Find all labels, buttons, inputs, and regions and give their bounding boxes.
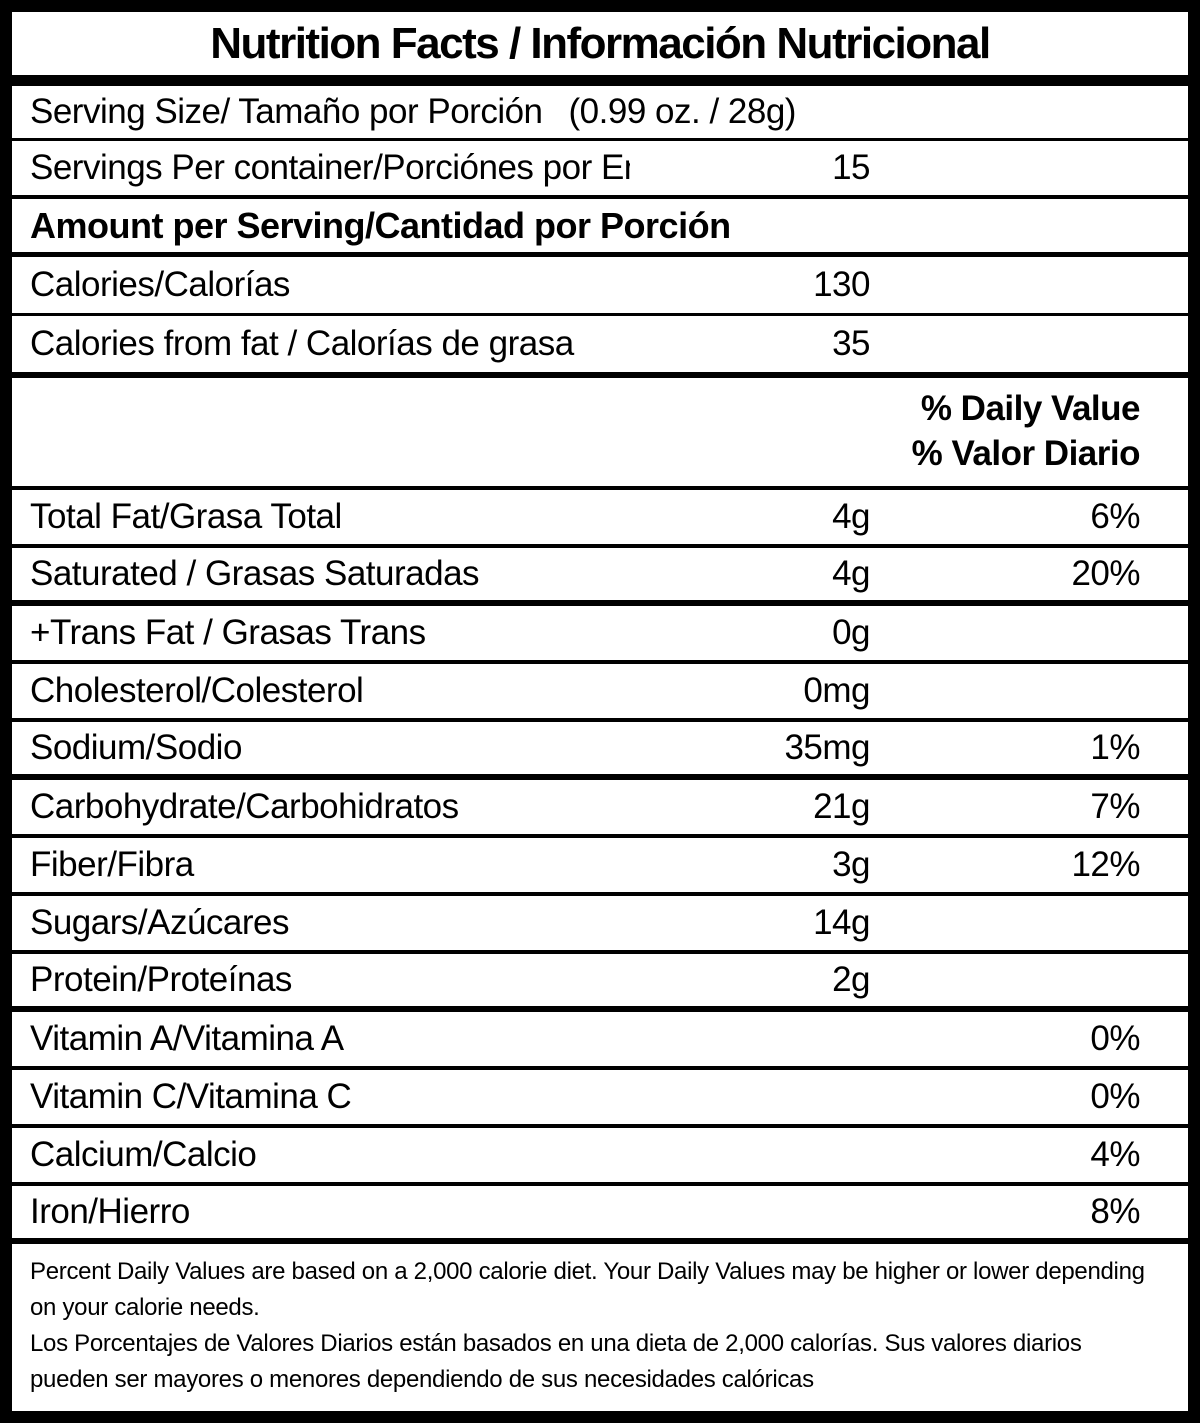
daily-value-header-es: % Valor Diario [911,433,1141,473]
calories-from-fat-value: 35 [832,324,870,363]
label-title: Nutrition Facts / Información Nutriciona… [210,18,991,68]
nutrient-daily-value: 20% [1071,554,1140,593]
nutrient-row-trans-fat: +Trans Fat / Grasas Trans 0g [12,606,1188,664]
servings-per-container-label: Servings Per container/Porciónes por Env… [30,148,630,187]
footnote-section: Percent Daily Values are based on a 2,00… [12,1244,1188,1411]
nutrient-daily-value: 1% [1090,728,1140,767]
calories-value: 130 [813,265,870,304]
nutrient-label: Sodium/Sodio [30,728,242,767]
calories-label: Calories/Calorías [30,265,290,304]
nutrient-label: Iron/Hierro [30,1192,190,1231]
nutrient-row-total-fat: Total Fat/Grasa Total 4g 6% [12,490,1188,548]
nutrient-label: Carbohydrate/Carbohidratos [30,787,459,826]
nutrient-amount: 4g [832,497,870,536]
nutrient-label: Cholesterol/Colesterol [30,671,364,710]
amount-per-serving-heading: Amount per Serving/Cantidad por Porción [12,199,1188,257]
nutrient-label: Sugars/Azúcares [30,903,290,942]
daily-value-header-en: % Daily Value [920,388,1141,428]
nutrient-label: Calcium/Calcio [30,1135,257,1174]
serving-size-row: Serving Size/ Tamaño por Porción (0.99 o… [12,86,1188,141]
nutrient-row-fiber: Fiber/Fibra 3g 12% [12,838,1188,896]
nutrient-label: Saturated / Grasas Saturadas [30,554,480,593]
nutrient-row-vitamin-c: Vitamin C/Vitamina C 0% [12,1070,1188,1128]
nutrient-row-iron: Iron/Hierro 8% [12,1186,1188,1244]
nutrient-label: Fiber/Fibra [30,845,194,884]
nutrient-amount: 4g [832,554,870,593]
calories-row: Calories/Calorías 130 [12,257,1188,316]
nutrient-row-protein: Protein/Proteínas 2g [12,954,1188,1012]
amount-per-serving-heading-text: Amount per Serving/Cantidad por Porción [30,204,731,246]
nutrient-amount: 14g [813,903,870,942]
nutrient-row-saturated-fat: Saturated / Grasas Saturadas 4g 20% [12,548,1188,606]
nutrient-daily-value: 0% [1090,1019,1140,1058]
nutrient-daily-value: 12% [1071,845,1140,884]
title-separator-bar [12,75,1188,86]
nutrient-daily-value: 4% [1090,1135,1140,1174]
nutrient-amount: 2g [832,960,870,999]
nutrient-daily-value: 8% [1090,1192,1140,1231]
serving-size-value: (0.99 oz. / 28g) [568,92,797,131]
nutrient-row-carbohydrate: Carbohydrate/Carbohidratos 21g 7% [12,780,1188,838]
nutrient-label: Vitamin C/Vitamina C [30,1077,352,1116]
servings-per-container-value: 15 [832,148,870,187]
calories-from-fat-label: Calories from fat / Calorías de grasa [30,324,574,363]
nutrient-amount: 0g [832,613,870,652]
nutrient-row-calcium: Calcium/Calcio 4% [12,1128,1188,1186]
footnote-english: Percent Daily Values are based on a 2,00… [30,1258,1145,1321]
daily-value-header: % Daily Value % Valor Diario [12,378,1188,490]
nutrient-label: +Trans Fat / Grasas Trans [30,613,426,652]
nutrient-amount: 0mg [803,671,870,710]
calories-from-fat-row: Calories from fat / Calorías de grasa 35 [12,316,1188,378]
footnote-spanish: Los Porcentajes de Valores Diarios están… [30,1330,1082,1393]
nutrient-daily-value: 7% [1090,787,1140,826]
nutrient-row-cholesterol: Cholesterol/Colesterol 0mg [12,664,1188,722]
nutrient-row-vitamin-a: Vitamin A/Vitamina A 0% [12,1012,1188,1070]
nutrient-label: Vitamin A/Vitamina A [30,1019,344,1058]
nutrient-label: Total Fat/Grasa Total [30,497,342,536]
nutrient-label: Protein/Proteínas [30,960,292,999]
servings-per-container-row: Servings Per container/Porciónes por Env… [12,141,1188,199]
nutrient-daily-value: 6% [1090,497,1140,536]
serving-size-label: Serving Size/ Tamaño por Porción [30,92,543,131]
nutrient-daily-value: 0% [1090,1077,1140,1116]
nutrient-row-sugars: Sugars/Azúcares 14g [12,896,1188,954]
nutrient-amount: 3g [832,845,870,884]
nutrient-amount: 35mg [784,728,870,767]
nutrient-amount: 21g [813,787,870,826]
nutrient-row-sodium: Sodium/Sodio 35mg 1% [12,722,1188,780]
